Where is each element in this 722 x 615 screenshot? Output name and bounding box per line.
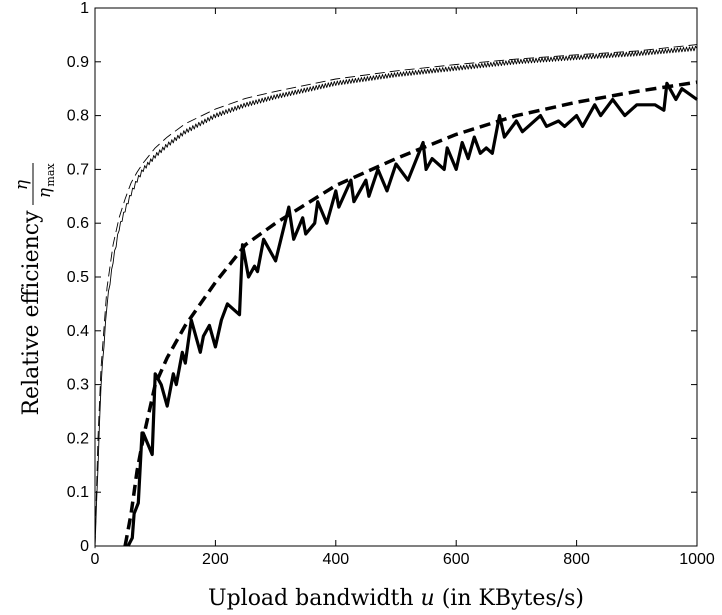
y-axis-title-text: Relative efficiency	[19, 210, 44, 416]
x-axis-title-variable: u	[421, 586, 435, 611]
axis-tick-labels: 0 200 400 600 800 1000 0 0.1 0.2 0.3 0.4 0.5 0.6 0.7 0…	[67, 0, 715, 568]
x-tick-label-3: 600	[443, 551, 470, 568]
y-tick-label-1: 0.1	[67, 484, 89, 501]
x-axis-title-suffix: (in KBytes/s)	[435, 586, 584, 611]
y-tick-label-3: 0.3	[67, 377, 89, 394]
x-axis-title: Upload bandwidth u (in KBytes/s)	[208, 586, 584, 611]
plot-frame	[94, 7, 698, 547]
y-tick-label-9: 0.9	[67, 54, 89, 71]
series-line-0	[94, 44, 698, 547]
axis-ticks	[94, 7, 698, 547]
y-tick-label-8: 0.8	[67, 108, 89, 125]
x-tick-label-5: 1000	[679, 551, 715, 568]
y-tick-label-4: 0.4	[67, 323, 89, 340]
series-line-2	[123, 80, 698, 547]
series-line-3	[126, 81, 698, 547]
x-tick-label-0: 0	[91, 551, 100, 568]
y-axis-title: Relative efficiency η η max	[12, 163, 57, 416]
y-axis-fraction-denominator-subscript: max	[44, 163, 57, 187]
x-tick-label-4: 800	[563, 551, 590, 568]
y-tick-label-0: 0	[80, 538, 89, 555]
x-tick-label-2: 400	[322, 551, 349, 568]
y-tick-label-5: 0.5	[67, 269, 89, 286]
y-tick-label-6: 0.6	[67, 215, 89, 232]
y-axis-fraction-denominator: η	[35, 187, 55, 198]
x-tick-label-1: 200	[202, 551, 229, 568]
y-tick-label-7: 0.7	[67, 161, 89, 178]
y-tick-label-2: 0.2	[67, 430, 89, 447]
y-axis-fraction-numerator: η	[12, 179, 32, 190]
series-layer	[94, 44, 698, 549]
x-axis-title-prefix: Upload bandwidth	[208, 586, 421, 611]
series-line-1	[94, 45, 698, 549]
y-tick-label-10: 1	[80, 0, 89, 17]
